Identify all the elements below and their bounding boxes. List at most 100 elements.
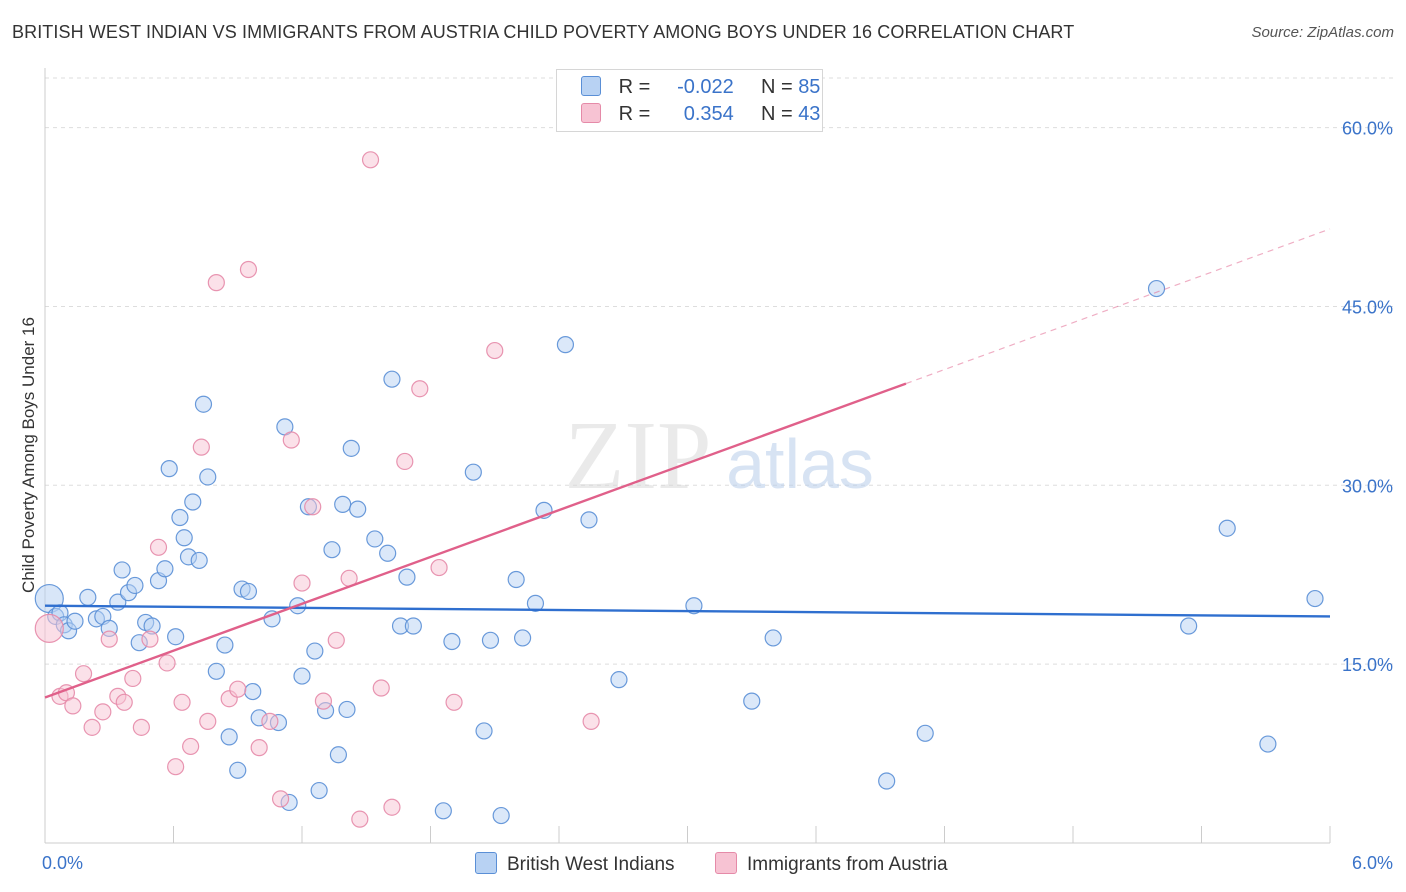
- british-west-indian-point: [239, 582, 258, 601]
- british-west-indian-point: [293, 667, 311, 685]
- austria-immigrant-point: [167, 758, 185, 776]
- british-west-indian-point: [383, 370, 401, 388]
- british-west-indian-point: [342, 439, 360, 457]
- chart-title: BRITISH WEST INDIAN VS IMMIGRANTS FROM A…: [12, 22, 1075, 42]
- austria-immigrant-point: [124, 669, 142, 688]
- british-west-indian-point: [244, 682, 262, 701]
- y-tick-label: 60.0%: [1342, 119, 1393, 139]
- austria-immigrant-point: [192, 438, 210, 456]
- austria-immigrant-point: [383, 798, 401, 816]
- austria-immigrant-point: [229, 680, 247, 698]
- austria-immigrant-point: [199, 712, 217, 730]
- y-tick-label: 45.0%: [1342, 297, 1393, 317]
- british-west-indian-point: [610, 671, 628, 689]
- austria-immigrant-point: [314, 692, 333, 710]
- british-west-indian-point: [175, 529, 193, 547]
- british-west-indian-point: [878, 772, 896, 790]
- gridlines: [45, 77, 1395, 665]
- british-west-indian-point: [220, 728, 238, 746]
- y-tick-label: 30.0%: [1342, 476, 1393, 496]
- legend-item-immigrants-from-austria: Immigrants from Austria: [715, 852, 948, 876]
- british-west-indian-point: [464, 463, 482, 481]
- british-west-indian-point: [349, 500, 367, 518]
- british-west-indian-point: [507, 570, 525, 589]
- british-west-indian-point: [171, 508, 189, 527]
- source-credit: Source: ZipAtlas.com: [1251, 24, 1394, 41]
- x-tick-label: 0.0%: [42, 853, 83, 873]
- austria-immigrant-point: [261, 712, 279, 730]
- x-tick-label: 6.0%: [1352, 853, 1393, 873]
- austria-immigrant-point: [304, 498, 322, 516]
- austria-immigrant-point: [141, 630, 159, 648]
- austria-immigrant-point: [173, 693, 191, 711]
- british-west-indian-point: [334, 495, 352, 513]
- british-west-indian-point: [190, 551, 208, 570]
- legend-item-label: British West Indians: [507, 854, 675, 875]
- austria-immigrant-point: [182, 737, 200, 756]
- british-west-indian-point: [764, 629, 782, 647]
- legend-n-value: 85: [798, 76, 821, 98]
- british-west-indian-point: [1147, 279, 1166, 298]
- british-west-indian-point: [492, 806, 510, 825]
- british-west-indian-point: [1259, 735, 1277, 753]
- british-west-indian-point: [743, 692, 761, 710]
- austria-immigrant-point: [115, 693, 133, 711]
- british-west-indian-point: [323, 541, 341, 559]
- legend-item-british-west-indians: British West Indians: [475, 852, 675, 876]
- austria-immigrant-point: [361, 151, 380, 169]
- austria-immigrant-point: [132, 718, 150, 736]
- british-west-indian-point: [306, 642, 324, 660]
- austria-immigrant-point: [271, 790, 290, 808]
- british-west-indian-point: [310, 781, 328, 800]
- british-west-indian-point: [513, 629, 532, 647]
- legend-row-british-west-indians: R = -0.022 N = 85: [581, 76, 820, 102]
- austria-trend-extension: [905, 228, 1331, 385]
- watermark-zip: ZIP: [565, 402, 712, 510]
- austria-immigrant-point: [430, 558, 448, 577]
- british-west-indian-point: [126, 576, 144, 595]
- british-west-indian-point: [194, 395, 213, 413]
- legend-r-label: R =: [618, 103, 651, 125]
- british-west-indian-trend-line: [44, 604, 1331, 618]
- british-west-indian-point: [113, 561, 131, 579]
- pink-swatch: [581, 103, 601, 123]
- austria-immigrant-point: [207, 274, 225, 292]
- austria-immigrant-point: [327, 631, 345, 649]
- data-points: [34, 151, 1324, 828]
- correlation-legend: R = -0.022 N = 85 R = 0.354 N = 43: [556, 69, 823, 132]
- tick-labels: 15.0% 30.0% 45.0% 60.0% 0.0% 6.0%: [42, 119, 1393, 873]
- austria-immigrant-point: [149, 538, 168, 556]
- austria-immigrant-point: [396, 452, 414, 471]
- austria-immigrant-point: [351, 810, 369, 828]
- axes: [44, 68, 1331, 844]
- austria-immigrant-point: [486, 341, 504, 360]
- british-west-indian-point: [199, 468, 217, 486]
- austria-immigrant-point: [74, 665, 93, 683]
- austria-immigrant-point: [372, 679, 390, 697]
- y-tick-label: 15.0%: [1342, 655, 1393, 675]
- austria-immigrant-point: [411, 380, 429, 398]
- austria-immigrant-point: [282, 431, 300, 449]
- british-west-indian-point: [1218, 519, 1236, 537]
- british-west-indian-point: [366, 530, 384, 548]
- austria-immigrant-point: [250, 739, 268, 757]
- austria-immigrant-point: [64, 697, 82, 715]
- british-west-indian-point: [526, 594, 545, 612]
- british-west-indian-point: [1306, 589, 1324, 608]
- british-west-indian-point: [156, 560, 174, 578]
- british-west-indian-point: [66, 612, 84, 630]
- british-west-indian-point: [916, 724, 934, 742]
- british-west-indian-point: [338, 700, 356, 719]
- austria-immigrant-point: [158, 654, 176, 672]
- legend-n-label: N =: [760, 76, 793, 98]
- british-west-indian-point: [79, 588, 97, 606]
- british-west-indian-point: [379, 544, 397, 562]
- austria-immigrant-point: [94, 703, 112, 721]
- trend-lines: [44, 228, 1331, 699]
- british-west-indian-point: [580, 511, 598, 529]
- legend-r-value: -0.022: [677, 76, 734, 98]
- watermark: ZIP atlas: [565, 402, 874, 510]
- british-west-indian-point: [229, 761, 247, 779]
- blue-swatch: [475, 852, 497, 874]
